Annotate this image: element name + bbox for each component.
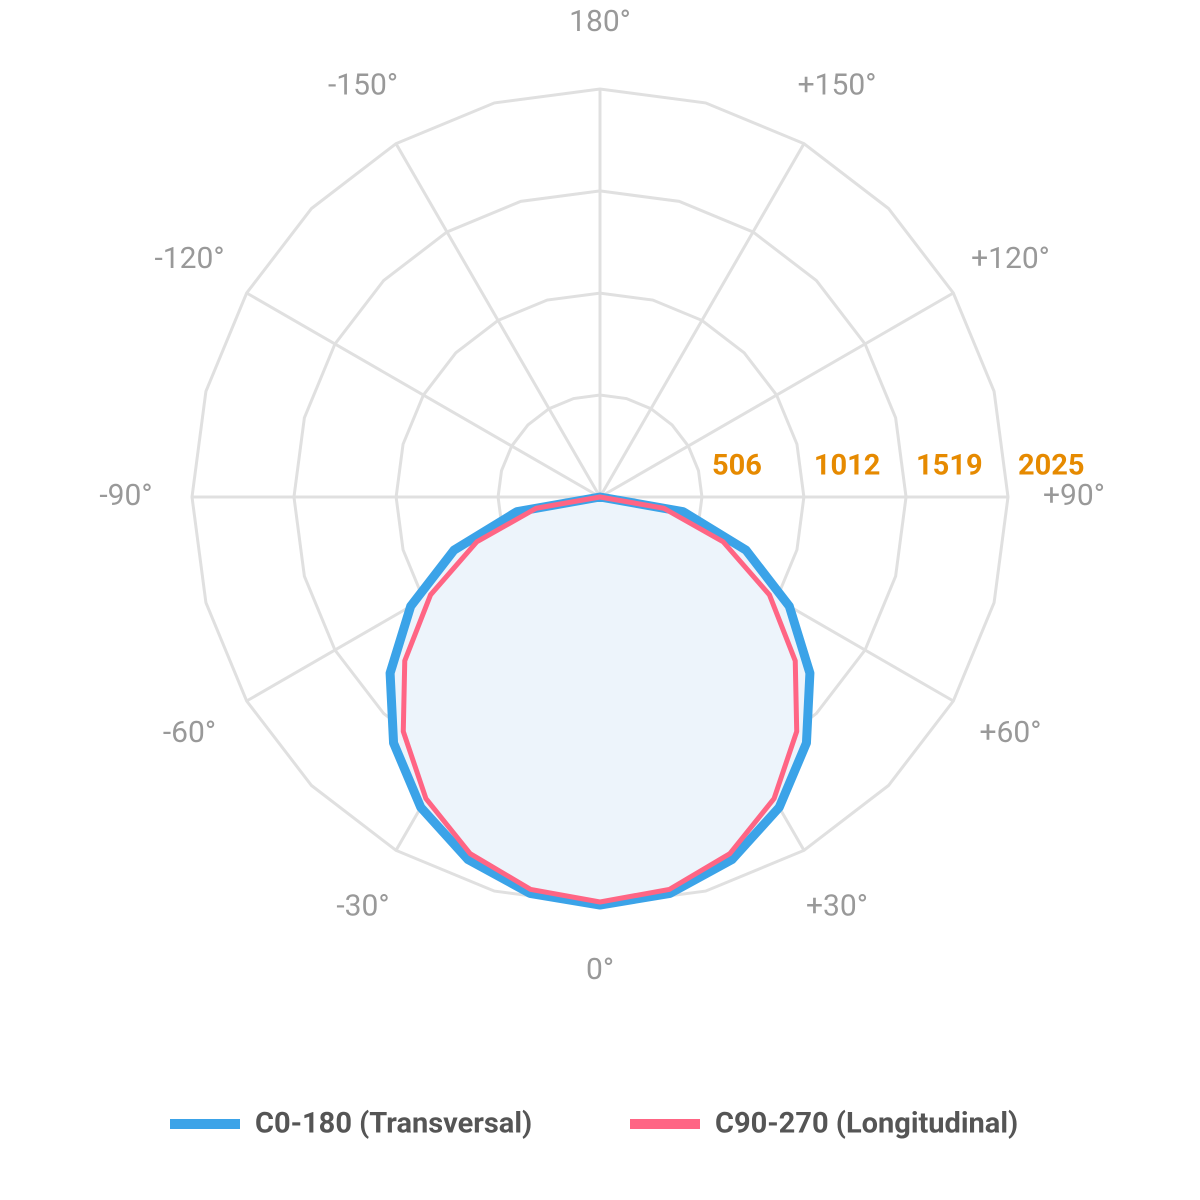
angle-label: 180° bbox=[569, 4, 631, 39]
legend-label: C90-270 (Longitudinal) bbox=[715, 1107, 1018, 1141]
angle-label: -90° bbox=[99, 478, 152, 513]
series-line bbox=[400, 494, 800, 905]
angle-label: 0° bbox=[586, 952, 614, 987]
grid-spoke bbox=[245, 291, 601, 499]
grid-spoke bbox=[599, 291, 955, 499]
legend-label: C0-180 (Transversal) bbox=[255, 1107, 532, 1141]
angle-label: -120° bbox=[154, 241, 224, 276]
r-tick-label: 1012 bbox=[814, 449, 881, 483]
angle-label: +150° bbox=[798, 67, 877, 102]
r-tick-label: 506 bbox=[712, 449, 762, 483]
angle-label: -60° bbox=[163, 715, 216, 750]
series-area bbox=[390, 497, 810, 905]
angle-label: -30° bbox=[336, 888, 389, 923]
grid-spoke bbox=[598, 142, 806, 498]
series-line bbox=[385, 492, 815, 910]
angle-label: +120° bbox=[971, 241, 1050, 276]
r-tick-label: 1519 bbox=[916, 449, 983, 483]
angle-label: -150° bbox=[328, 67, 398, 102]
angle-label: +90° bbox=[1043, 478, 1105, 513]
grid-spoke bbox=[394, 142, 602, 498]
angle-label: +60° bbox=[980, 715, 1042, 750]
r-tick-label: 2025 bbox=[1018, 449, 1085, 483]
angle-label: +30° bbox=[806, 888, 868, 923]
